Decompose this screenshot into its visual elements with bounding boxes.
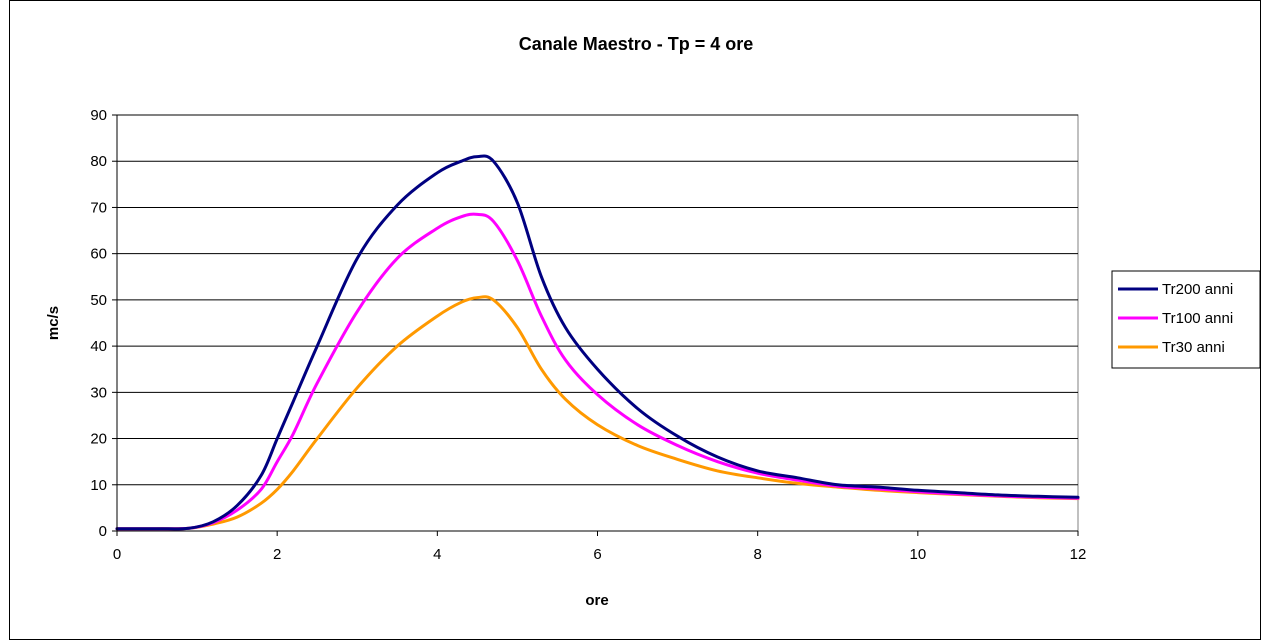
x-tick-label-5: 10 bbox=[909, 546, 926, 563]
plot-area bbox=[116, 114, 1079, 532]
series-line-0 bbox=[115, 154, 1080, 531]
y-tick-label-7: 70 bbox=[90, 199, 107, 216]
x-tick-label-2: 4 bbox=[433, 546, 441, 563]
x-tick-label-1: 2 bbox=[273, 546, 281, 563]
series-line-1 bbox=[115, 212, 1080, 531]
legend-label-2: Tr30 anni bbox=[1162, 339, 1225, 356]
y-tick-label-6: 60 bbox=[90, 246, 107, 263]
x-tick-label-0: 0 bbox=[113, 546, 121, 563]
y-tick-label-4: 40 bbox=[90, 338, 107, 355]
line-chart: 0 10 20 30 40 50 60 70 80 90 0 2 4 6 8 10 12 Canale Maes… bbox=[45, 34, 1261, 609]
y-axis-title: mc/s bbox=[45, 306, 62, 340]
chart-title: Canale Maestro - Tp = 4 ore bbox=[519, 34, 754, 54]
y-tick-label-2: 20 bbox=[90, 431, 107, 448]
y-tick-label-0: 0 bbox=[99, 523, 107, 540]
y-tick-label-1: 10 bbox=[90, 477, 107, 494]
tick-labels: 0 10 20 30 40 50 60 70 80 90 0 2 4 6 8 10 12 bbox=[90, 107, 1086, 563]
legend: Tr200 anni Tr100 anni Tr30 anni bbox=[1111, 270, 1261, 369]
x-tick-label-6: 12 bbox=[1070, 546, 1087, 563]
y-tick-label-3: 30 bbox=[90, 384, 107, 401]
y-tick-label-5: 50 bbox=[90, 292, 107, 309]
y-tick-label-9: 90 bbox=[90, 107, 107, 124]
legend-label-1: Tr100 anni bbox=[1162, 310, 1233, 327]
x-tick-label-4: 8 bbox=[753, 546, 761, 563]
x-tick-label-3: 6 bbox=[593, 546, 601, 563]
y-tick-label-8: 80 bbox=[90, 153, 107, 170]
x-axis-title: ore bbox=[585, 592, 608, 609]
legend-label-0: Tr200 anni bbox=[1162, 281, 1233, 298]
series-layer bbox=[115, 154, 1080, 531]
